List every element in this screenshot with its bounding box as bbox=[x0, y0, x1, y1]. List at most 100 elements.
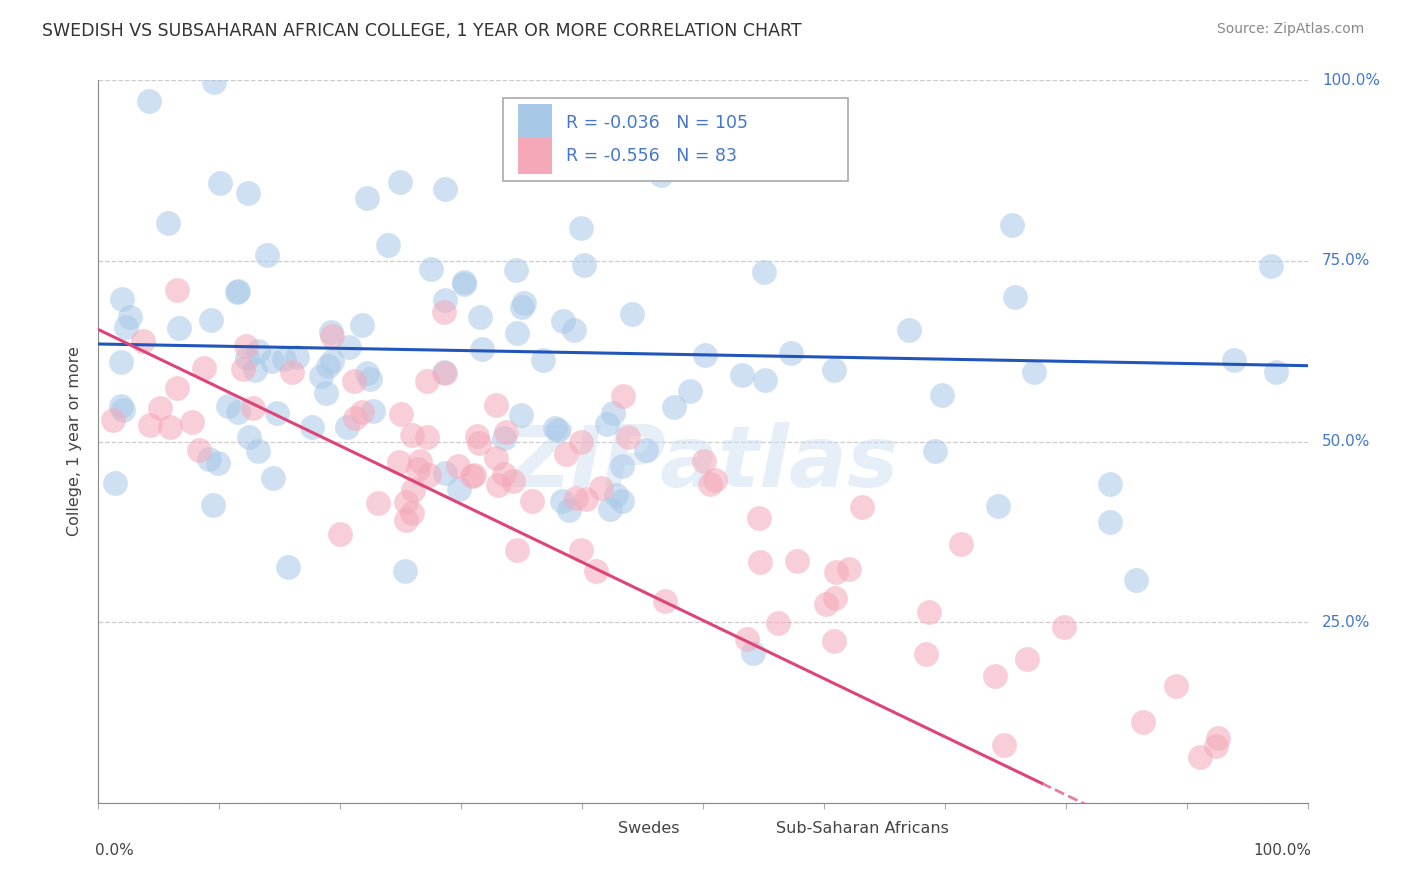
Point bbox=[395, 513, 418, 527]
Point bbox=[118, 310, 141, 325]
Point bbox=[486, 478, 509, 492]
Point bbox=[343, 374, 366, 388]
Point bbox=[321, 329, 343, 343]
Point bbox=[166, 380, 188, 394]
Point bbox=[838, 562, 860, 576]
Point bbox=[238, 186, 260, 201]
Point bbox=[585, 564, 607, 578]
Point bbox=[1125, 574, 1147, 588]
Point bbox=[243, 363, 266, 377]
Point bbox=[693, 348, 716, 362]
Point bbox=[1098, 515, 1121, 529]
FancyBboxPatch shape bbox=[517, 104, 553, 140]
Point bbox=[202, 75, 225, 89]
Point bbox=[823, 363, 845, 377]
Point bbox=[572, 258, 595, 272]
Point bbox=[704, 473, 727, 487]
Point bbox=[654, 594, 676, 608]
Point bbox=[485, 398, 508, 412]
Point bbox=[315, 385, 337, 400]
Point bbox=[610, 458, 633, 473]
Point bbox=[193, 361, 215, 376]
Point bbox=[823, 633, 845, 648]
FancyBboxPatch shape bbox=[582, 815, 609, 843]
Point bbox=[110, 399, 132, 413]
Point bbox=[401, 506, 423, 520]
Point bbox=[815, 597, 838, 611]
Point bbox=[309, 368, 332, 383]
Point bbox=[610, 493, 633, 508]
Point bbox=[544, 421, 567, 435]
Point bbox=[502, 475, 524, 489]
Point bbox=[987, 500, 1010, 514]
Text: 0.0%: 0.0% bbox=[94, 843, 134, 857]
Text: 50.0%: 50.0% bbox=[1322, 434, 1371, 449]
Point bbox=[752, 265, 775, 279]
Point bbox=[367, 496, 389, 510]
Point bbox=[226, 404, 249, 418]
Point bbox=[1004, 290, 1026, 304]
Point bbox=[246, 444, 269, 458]
Point bbox=[983, 669, 1005, 683]
Point bbox=[553, 314, 575, 328]
Point bbox=[924, 443, 946, 458]
Point bbox=[599, 502, 621, 516]
Point bbox=[612, 389, 634, 403]
Point bbox=[569, 435, 592, 450]
Point bbox=[115, 320, 138, 334]
Text: R = -0.556   N = 83: R = -0.556 N = 83 bbox=[567, 147, 737, 165]
Point bbox=[616, 430, 638, 444]
Point bbox=[558, 503, 581, 517]
Point bbox=[1223, 352, 1246, 367]
Text: Sub-Saharan Africans: Sub-Saharan Africans bbox=[776, 822, 949, 837]
Point bbox=[138, 94, 160, 108]
Point bbox=[918, 605, 941, 619]
Point bbox=[377, 237, 399, 252]
Point bbox=[132, 334, 155, 349]
Point bbox=[337, 340, 360, 354]
Point bbox=[620, 307, 643, 321]
Point bbox=[301, 419, 323, 434]
Point bbox=[510, 408, 533, 422]
Point bbox=[898, 323, 921, 337]
Point bbox=[754, 373, 776, 387]
Text: 100.0%: 100.0% bbox=[1322, 73, 1381, 87]
Point bbox=[749, 555, 772, 569]
Point bbox=[420, 261, 443, 276]
Point bbox=[748, 511, 770, 525]
Point bbox=[463, 468, 485, 483]
Point bbox=[321, 354, 343, 368]
Point bbox=[602, 406, 624, 420]
Point bbox=[359, 371, 381, 385]
Point bbox=[434, 366, 457, 380]
Point bbox=[562, 323, 585, 337]
Point bbox=[779, 345, 801, 359]
Point bbox=[225, 285, 247, 299]
Point bbox=[571, 542, 593, 557]
Point bbox=[662, 400, 685, 414]
Point bbox=[104, 476, 127, 491]
Point bbox=[1206, 731, 1229, 745]
Text: Swedes: Swedes bbox=[619, 822, 681, 837]
Point bbox=[596, 417, 619, 432]
Point bbox=[409, 454, 432, 468]
Point bbox=[316, 359, 339, 373]
FancyBboxPatch shape bbox=[503, 98, 848, 181]
Point bbox=[914, 647, 936, 661]
Point bbox=[636, 442, 658, 457]
Point bbox=[513, 295, 536, 310]
Point bbox=[1265, 365, 1288, 379]
Point bbox=[266, 406, 288, 420]
Point bbox=[547, 423, 569, 437]
Point bbox=[551, 494, 574, 508]
Text: ZIPatlas: ZIPatlas bbox=[508, 422, 898, 505]
Point bbox=[149, 401, 172, 416]
Text: SWEDISH VS SUBSAHARAN AFRICAN COLLEGE, 1 YEAR OR MORE CORRELATION CHART: SWEDISH VS SUBSAHARAN AFRICAN COLLEGE, 1… bbox=[42, 22, 801, 40]
Point bbox=[329, 527, 352, 541]
Point bbox=[1164, 679, 1187, 693]
Point bbox=[406, 462, 429, 476]
Text: Source: ZipAtlas.com: Source: ZipAtlas.com bbox=[1216, 22, 1364, 37]
Point bbox=[569, 221, 592, 235]
Point bbox=[217, 399, 239, 413]
Point bbox=[277, 560, 299, 574]
